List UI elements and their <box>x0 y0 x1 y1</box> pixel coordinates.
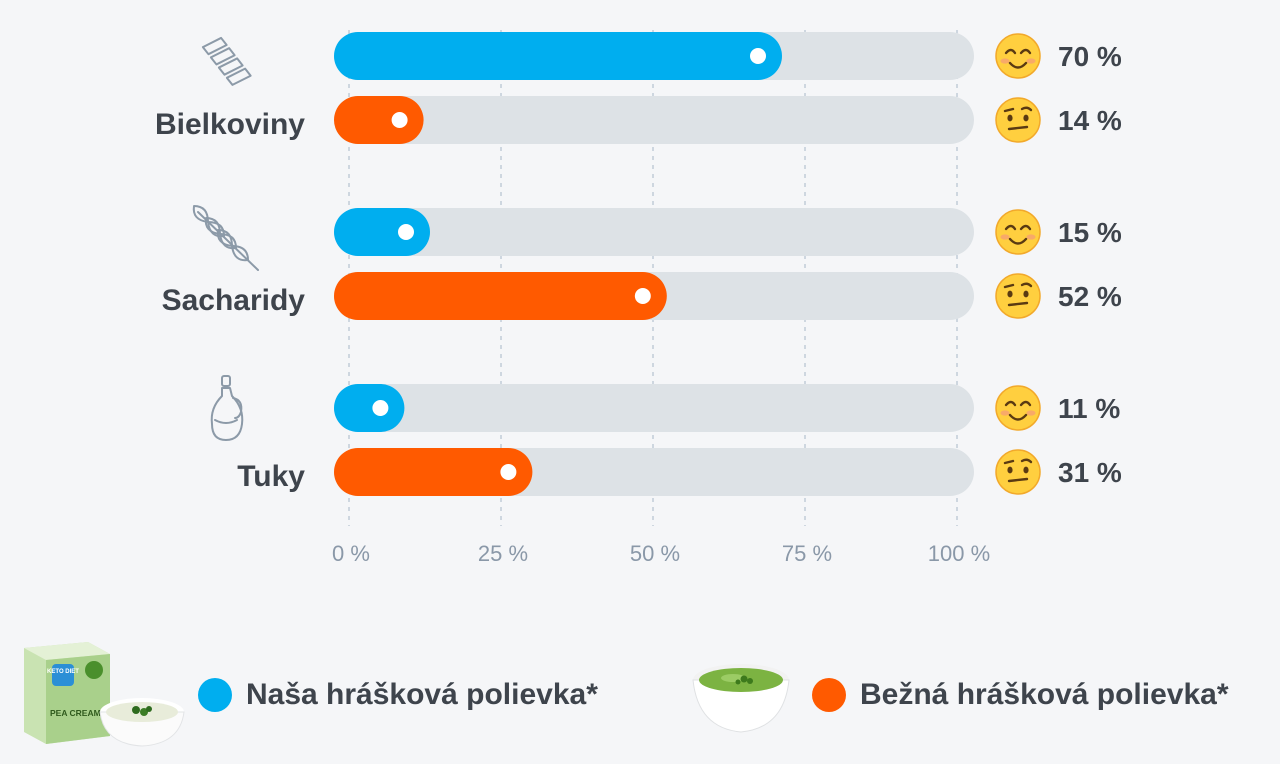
category-label: Tuky <box>237 460 305 493</box>
raised-eyebrow-face-icon <box>995 273 1041 319</box>
bar-marker <box>398 224 414 240</box>
category-label: Bielkoviny <box>155 108 305 141</box>
category-labels: Bielkoviny Sacharidy Tuky <box>155 108 305 493</box>
bar-marker <box>500 464 517 480</box>
legend-label-regular: Bežná hrášková polievka* <box>860 678 1229 711</box>
x-tick-label: 100 % <box>928 541 990 566</box>
value-label-ours: 15 % <box>1058 217 1122 248</box>
bar-marker <box>750 48 766 64</box>
product-name-text: PEA CREAM <box>50 708 101 718</box>
pasta-icon <box>201 36 252 86</box>
pea-soup-bowl-image <box>692 664 790 733</box>
bar-ours <box>334 208 430 256</box>
bar-tracks <box>334 32 974 496</box>
wheat-icon <box>192 205 259 271</box>
legend-item-ours: KETO DIET PEA CREAM Naša hrášková poliev… <box>18 640 598 750</box>
raised-eyebrow-face-icon <box>995 449 1041 495</box>
bar-track <box>334 384 974 432</box>
value-label-regular: 52 % <box>1058 281 1122 312</box>
nutrition-bar-chart: 0 % 25 % 50 % 75 % 100 % Bielkoviny Sacharidy… <box>155 30 1122 566</box>
bar-regular <box>334 272 667 320</box>
value-label-regular: 31 % <box>1058 457 1122 488</box>
bar-regular <box>334 448 533 496</box>
x-axis-ticks: 0 % 25 % 50 % 75 % 100 % <box>332 541 990 566</box>
pea-cream-product-image: KETO DIET PEA CREAM <box>24 642 185 747</box>
bar-marker <box>391 112 408 128</box>
bars <box>334 32 782 496</box>
legend-label-ours: Naša hrášková polievka* <box>246 678 598 711</box>
oil-bottle-icon <box>210 375 244 441</box>
category-icons <box>192 36 259 441</box>
bar-track <box>334 208 974 256</box>
value-label-regular: 14 % <box>1058 105 1122 136</box>
bar-marker <box>372 400 389 416</box>
x-tick-label: 25 % <box>478 541 528 566</box>
value-label-ours: 70 % <box>1058 41 1122 72</box>
smiling-face-icon <box>995 209 1041 255</box>
bar-marker <box>634 288 651 304</box>
x-tick-label: 0 % <box>332 541 370 566</box>
bar-ours <box>334 32 782 80</box>
smiling-face-icon <box>995 385 1041 431</box>
raised-eyebrow-face-icon <box>995 97 1041 143</box>
brand-logo-text: KETO DIET <box>47 669 79 675</box>
bar-ours <box>334 384 405 432</box>
legend-item-regular: Bežná hrášková polievka* <box>688 640 1229 750</box>
legend-swatch-regular <box>812 678 846 712</box>
bar-regular <box>334 96 424 144</box>
x-tick-label: 75 % <box>782 541 832 566</box>
legend-swatch-ours <box>198 678 232 712</box>
value-label-ours: 11 % <box>1058 393 1120 424</box>
value-labels: 70 % 14 % 15 % 52 % 11 % 31 % <box>1058 41 1122 488</box>
category-label: Sacharidy <box>162 284 306 317</box>
value-indicators <box>995 33 1041 495</box>
x-tick-label: 50 % <box>630 541 680 566</box>
smiling-face-icon <box>995 33 1041 79</box>
bar-track <box>334 96 974 144</box>
